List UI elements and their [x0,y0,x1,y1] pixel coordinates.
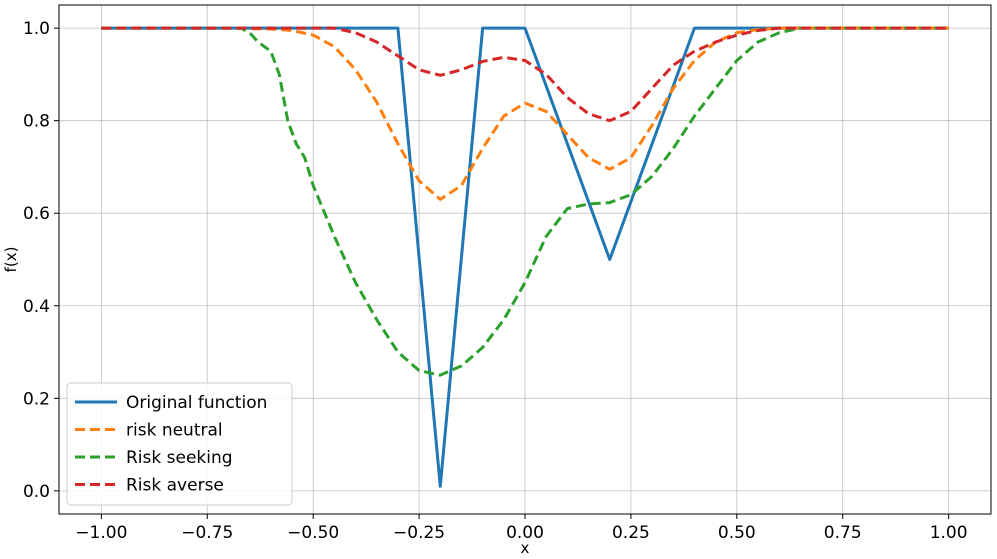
series-line-original-function [101,26,949,488]
y-axis-label: f(x) [2,247,20,273]
legend-entry: Original function [126,393,267,413]
y-tick-label: 0.8 [23,112,50,132]
series-line-risk-seeking [101,26,949,377]
legend-entry: Risk seeking [126,448,233,468]
y-tick-label: 0.2 [23,389,50,409]
x-tick-label: 0.00 [506,523,544,543]
series-group [101,26,949,488]
x-tick-label: 0.75 [824,523,862,543]
x-tick-label: 1.00 [930,523,968,543]
y-tick-label: 1.0 [23,19,50,39]
y-tick-label: 0.4 [23,297,50,317]
y-tick-label: 0.6 [23,204,50,224]
series-line-risk-averse [101,26,949,123]
series-line-risk-neutral [101,26,949,201]
x-tick-label: −1.00 [75,523,127,543]
x-tick-label: 0.50 [718,523,756,543]
legend-box [66,382,293,506]
x-tick-label: 0.25 [612,523,650,543]
x-tick-label: −0.50 [287,523,339,543]
legend: Original function risk neutral Risk seekin… [66,382,293,506]
y-tick-label: 0.0 [23,482,50,502]
x-tick-label: −0.75 [181,523,233,543]
x-axis-label: x [521,539,530,557]
legend-entry: risk neutral [126,421,223,441]
x-tick-label: −0.25 [393,523,445,543]
y-axis: 0.0 0.2 0.4 0.6 0.8 1.0 [23,19,59,502]
x-axis: −1.00 −0.75 −0.50 −0.25 0.00 0.25 0.50 0.75 1.00 [75,514,968,543]
legend-entry: Risk averse [126,476,224,496]
